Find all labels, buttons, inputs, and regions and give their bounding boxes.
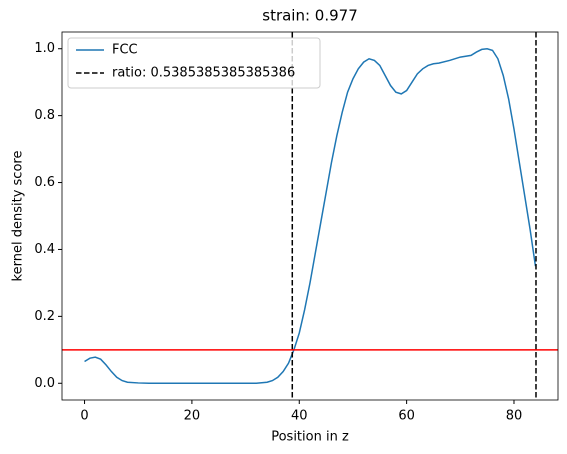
x-axis-label: Position in z	[271, 430, 349, 445]
data-line	[84, 47, 537, 385]
legend-box	[67, 37, 321, 89]
x-tick-label: 0	[80, 409, 88, 424]
chart-title: strain: 0.977	[262, 7, 358, 25]
y-axis-label: kernel density score	[11, 151, 26, 282]
y-tick-label: 0.2	[34, 309, 55, 324]
x-tick-label: 40	[291, 409, 308, 424]
x-tick-label: 20	[184, 409, 201, 424]
legend-label: FCC	[112, 43, 138, 58]
y-tick-label: 0.4	[34, 242, 55, 257]
y-tick-label: 0.0	[34, 376, 55, 391]
y-tick-label: 1.0	[34, 41, 55, 56]
y-tick-label: 0.8	[34, 108, 55, 123]
legend-label: ratio: 0.5385385385385386	[112, 66, 295, 81]
x-tick-label: 80	[506, 409, 523, 424]
y-tick-label: 0.6	[34, 175, 55, 190]
x-tick-label: 60	[398, 409, 415, 424]
axes-frame	[61, 31, 559, 401]
